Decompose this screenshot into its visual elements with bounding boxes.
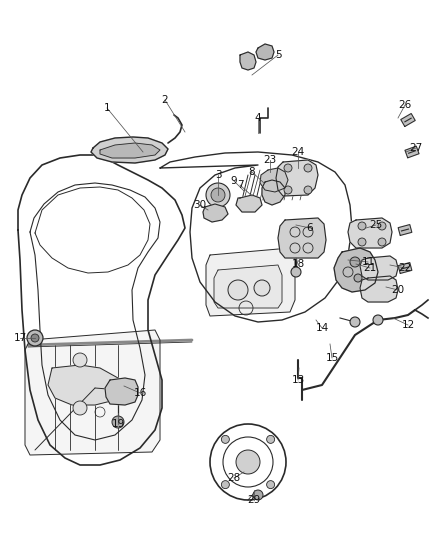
- Text: 1: 1: [104, 103, 110, 113]
- Text: 25: 25: [369, 220, 383, 230]
- Circle shape: [350, 257, 360, 267]
- Polygon shape: [256, 44, 274, 60]
- Polygon shape: [360, 276, 398, 302]
- Text: 30: 30: [194, 200, 207, 210]
- Polygon shape: [260, 168, 288, 192]
- Circle shape: [228, 280, 248, 300]
- Circle shape: [206, 183, 230, 207]
- Polygon shape: [240, 52, 256, 70]
- Text: 26: 26: [399, 100, 412, 110]
- Text: 3: 3: [215, 170, 221, 180]
- Circle shape: [304, 164, 312, 172]
- Circle shape: [267, 481, 275, 489]
- Text: 5: 5: [275, 50, 281, 60]
- Circle shape: [253, 490, 263, 500]
- Circle shape: [211, 188, 225, 202]
- Circle shape: [358, 238, 366, 246]
- Circle shape: [378, 238, 386, 246]
- Circle shape: [354, 274, 362, 282]
- Circle shape: [350, 317, 360, 327]
- Text: 18: 18: [291, 259, 304, 269]
- Text: 7: 7: [237, 180, 244, 190]
- Text: 15: 15: [325, 353, 339, 363]
- Polygon shape: [278, 218, 326, 258]
- Text: 12: 12: [401, 320, 415, 330]
- Circle shape: [284, 186, 292, 194]
- Circle shape: [373, 315, 383, 325]
- Circle shape: [358, 222, 366, 230]
- Text: 14: 14: [315, 323, 328, 333]
- Text: 20: 20: [392, 285, 405, 295]
- Text: 11: 11: [361, 257, 374, 267]
- Text: 9: 9: [231, 176, 237, 186]
- Polygon shape: [91, 137, 168, 163]
- Text: 19: 19: [111, 419, 125, 429]
- Polygon shape: [48, 365, 122, 405]
- Circle shape: [254, 280, 270, 296]
- Polygon shape: [236, 195, 262, 212]
- Circle shape: [73, 401, 87, 415]
- Polygon shape: [405, 146, 419, 158]
- Polygon shape: [401, 114, 415, 126]
- Circle shape: [378, 222, 386, 230]
- Polygon shape: [262, 180, 285, 205]
- Circle shape: [304, 186, 312, 194]
- Text: 17: 17: [14, 333, 27, 343]
- Text: 13: 13: [291, 375, 304, 385]
- Text: 6: 6: [307, 223, 313, 233]
- Circle shape: [221, 481, 230, 489]
- Circle shape: [291, 267, 301, 277]
- Text: 2: 2: [162, 95, 168, 105]
- Circle shape: [73, 353, 87, 367]
- Polygon shape: [334, 248, 378, 292]
- Text: 16: 16: [134, 388, 147, 398]
- Circle shape: [284, 164, 292, 172]
- Polygon shape: [25, 330, 160, 455]
- Polygon shape: [276, 160, 318, 196]
- Circle shape: [27, 330, 43, 346]
- Circle shape: [31, 334, 39, 342]
- Polygon shape: [206, 248, 295, 316]
- Text: 29: 29: [247, 495, 261, 505]
- Text: 28: 28: [227, 473, 240, 483]
- Text: 4: 4: [254, 113, 261, 123]
- Text: 24: 24: [291, 147, 304, 157]
- Polygon shape: [100, 143, 160, 158]
- Circle shape: [221, 435, 230, 443]
- Polygon shape: [105, 378, 138, 405]
- Polygon shape: [214, 265, 282, 308]
- Polygon shape: [203, 204, 228, 222]
- Text: 8: 8: [249, 167, 255, 177]
- Text: 22: 22: [399, 263, 412, 273]
- Text: 23: 23: [263, 155, 277, 165]
- Text: 27: 27: [410, 143, 423, 153]
- Polygon shape: [348, 218, 392, 248]
- Polygon shape: [360, 256, 398, 280]
- Circle shape: [267, 435, 275, 443]
- Polygon shape: [398, 224, 412, 236]
- Circle shape: [112, 416, 124, 428]
- Polygon shape: [398, 263, 412, 273]
- Text: 21: 21: [364, 263, 377, 273]
- Circle shape: [236, 450, 260, 474]
